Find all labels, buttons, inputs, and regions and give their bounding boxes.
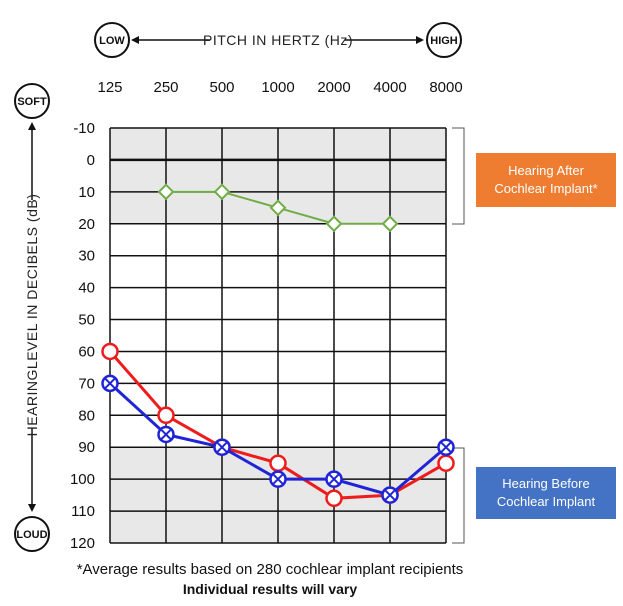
pitch-arrowhead-right — [416, 36, 424, 44]
footnote-average: *Average results based on 280 cochlear i… — [76, 561, 464, 578]
x-tick-label: 2000 — [317, 79, 350, 96]
low-label: LOW — [99, 35, 125, 47]
y-tick-label: 40 — [78, 280, 95, 297]
y-tick-label: 70 — [78, 375, 95, 392]
data-point-diamond — [157, 183, 175, 201]
x-tick-label: 500 — [209, 79, 234, 96]
y-tick-label: 80 — [78, 407, 95, 424]
data-point-diamond — [269, 199, 287, 217]
y-tick-label: -10 — [73, 120, 95, 137]
data-point-circle — [325, 489, 343, 508]
hearing-after-box: Hearing After Cochlear Implant* — [476, 153, 616, 207]
footnote-individual: Individual results will vary — [182, 581, 358, 597]
loud-label: LOUD — [16, 529, 47, 541]
pitch-arrowhead-left — [131, 36, 139, 44]
data-point-cross — [271, 473, 285, 486]
data-point-circle — [269, 454, 287, 472]
high-label: HIGH — [430, 35, 458, 47]
data-point-circle-x — [213, 438, 231, 456]
x-tick-label: 125 — [97, 79, 122, 96]
soft-label: SOFT — [17, 96, 47, 108]
hearing-before-line2: Cochlear Implant — [496, 494, 596, 509]
pitch-header: LOW HIGH PITCH IN HERTZ (Hz) — [94, 22, 462, 58]
data-point-diamond — [381, 215, 399, 233]
low-circle — [94, 22, 130, 58]
data-point-cross — [439, 441, 453, 454]
soft-circle — [14, 83, 50, 119]
level-arrowhead-bottom — [28, 504, 36, 512]
hearing-after-line1: Hearing After — [508, 163, 584, 178]
y-tick-label: 0 — [87, 152, 95, 169]
y-tick-label: 20 — [78, 216, 95, 233]
before-bracket — [452, 447, 465, 544]
y-tick-label: 10 — [78, 184, 95, 201]
data-point-circle — [101, 342, 119, 361]
data-point-circle-x — [381, 486, 399, 504]
x-tick-label: 1000 — [261, 79, 294, 96]
data-point-circle-x — [101, 374, 119, 393]
data-point-circle-x — [437, 438, 455, 456]
data-point-cross — [215, 441, 229, 454]
high-circle — [426, 22, 462, 58]
x-tick-label: 250 — [153, 79, 178, 96]
loud-circle — [14, 516, 50, 552]
x-tick-label: 8000 — [429, 79, 462, 96]
data-point-circle-x — [269, 470, 287, 488]
data-point-cross — [103, 377, 117, 390]
y-tick-label: 120 — [70, 535, 95, 552]
data-point-circle-x — [157, 425, 175, 444]
hearing-before-box: Hearing Before Cochlear Implant — [476, 467, 616, 519]
data-point-circle — [437, 454, 455, 472]
data-point-cross — [159, 428, 173, 441]
data-point-cross — [383, 489, 397, 502]
level-label: HEARINGLEVEL IN DECIBELS (dB) — [24, 194, 40, 437]
y-tick-label: 90 — [78, 439, 95, 456]
x-tick-label: 4000 — [373, 79, 406, 96]
level-arrowhead-top — [28, 122, 36, 130]
data-point-diamond — [325, 215, 343, 233]
level-side: SOFT LOUD HEARINGLEVEL IN DECIBELS (dB) — [14, 83, 50, 552]
y-tick-label: 50 — [78, 312, 95, 329]
y-tick-label: 30 — [78, 248, 95, 265]
pitch-label: PITCH IN HERTZ (Hz) — [203, 32, 353, 48]
data-point-circle-x — [325, 470, 343, 488]
y-tick-label: 110 — [71, 503, 95, 520]
data-point-diamond — [213, 183, 231, 201]
plot-area: -10 0 10 20 30 40 50 60 70 80 90 100 110 120 125 250 500… — [70, 79, 463, 552]
data-point-cross — [327, 473, 341, 486]
y-tick-label: 100 — [70, 471, 95, 488]
hearing-before-line1: Hearing Before — [502, 476, 590, 491]
after-bracket — [452, 127, 465, 225]
y-tick-label: 60 — [78, 343, 95, 360]
hearing-after-line2: Cochlear Implant* — [494, 181, 598, 196]
data-point-circle — [157, 406, 175, 425]
